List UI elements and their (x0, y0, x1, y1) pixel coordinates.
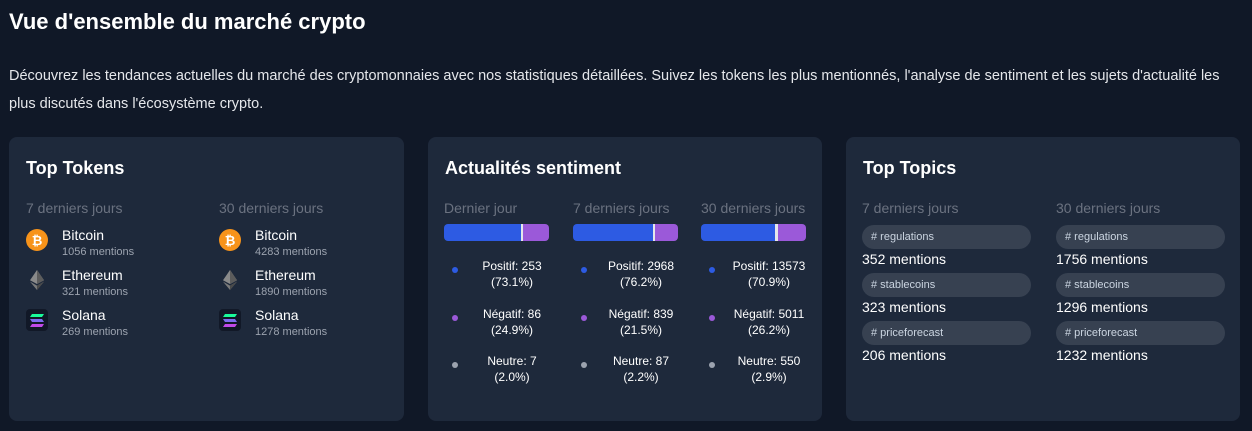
top-tokens-card: Top Tokens 7 derniers jours 30 derniers … (9, 137, 404, 421)
page-title: Vue d'ensemble du marché crypto (9, 9, 366, 34)
bitcoin-icon: ₿ (26, 229, 48, 251)
negative-dot-icon (709, 315, 715, 321)
negative-dot-icon (581, 315, 587, 321)
topic-tag[interactable]: # regulations (1056, 225, 1225, 249)
negative-count: Négatif: 5011 (733, 307, 805, 321)
sentiment-bar-negative (655, 224, 678, 241)
negative-pct: (24.9%) (490, 323, 534, 337)
negative-pct: (26.2%) (747, 323, 791, 337)
neutral-count: Neutre: 87 (612, 354, 670, 368)
sentiment-bar-negative (778, 224, 806, 241)
neutral-pct: (2.0%) (494, 370, 530, 384)
positive-pct: (70.9%) (747, 275, 791, 289)
sentiment-period-header: Dernier jour (444, 200, 518, 216)
topic-mentions: 1756 mentions (1056, 251, 1148, 267)
sentiment-negative: Négatif: 86 (24.9%) (444, 306, 564, 340)
token-name: Ethereum (62, 267, 123, 283)
topic-tag[interactable]: # priceforecast (862, 321, 1031, 345)
topic-tag[interactable]: # stablecoins (862, 273, 1031, 297)
sentiment-bar-positive (573, 224, 653, 241)
token-mentions: 1278 mentions (255, 326, 328, 338)
token-mentions: 321 mentions (62, 286, 129, 298)
token-mentions: 1890 mentions (255, 286, 328, 298)
positive-pct: (73.1%) (490, 275, 534, 289)
positive-pct: (76.2%) (619, 275, 663, 289)
token-item-bitcoin[interactable]: ₿ Bitcoin 4283 mentions (219, 227, 389, 261)
negative-count: Négatif: 839 (608, 307, 674, 321)
sentiment-bar-neutral (653, 224, 656, 241)
token-item-ethereum[interactable]: Ethereum 1890 mentions (219, 267, 389, 301)
sentiment-bar-neutral (520, 224, 523, 241)
top-topics-title: Top Topics (863, 158, 957, 178)
sentiment-bar-negative (522, 224, 549, 241)
sentiment-period-header: 30 derniers jours (701, 200, 806, 216)
sentiment-positive: Positif: 253 (73.1%) (444, 258, 564, 292)
topics-period-header: 7 derniers jours (862, 200, 959, 216)
sentiment-neutral: Neutre: 87 (2.2%) (573, 353, 693, 387)
token-name: Solana (255, 307, 299, 323)
sentiment-positive: Positif: 2968 (76.2%) (573, 258, 693, 292)
positive-dot-icon (709, 267, 715, 273)
negative-dot-icon (452, 315, 458, 321)
bitcoin-icon: ₿ (219, 229, 241, 251)
sentiment-bar (573, 224, 678, 241)
neutral-dot-icon (709, 362, 715, 368)
tokens-period-header: 30 derniers jours (219, 200, 324, 216)
sentiment-title: Actualités sentiment (445, 158, 622, 178)
positive-dot-icon (452, 267, 458, 273)
sentiment-period-header: 7 derniers jours (573, 200, 670, 216)
topic-mentions: 352 mentions (862, 251, 947, 267)
sentiment-bar-positive (701, 224, 776, 241)
token-name: Solana (62, 307, 106, 323)
tokens-period-header: 7 derniers jours (26, 200, 123, 216)
topic-mentions: 206 mentions (862, 347, 947, 363)
token-mentions: 269 mentions (62, 326, 129, 338)
topics-period-header: 30 derniers jours (1056, 200, 1161, 216)
page-intro: Découvrez les tendances actuelles du mar… (9, 68, 1220, 112)
sentiment-bar (701, 224, 806, 241)
positive-dot-icon (581, 267, 587, 273)
token-mentions: 1056 mentions (62, 246, 135, 258)
solana-icon (219, 309, 241, 331)
topic-tag[interactable]: # regulations (862, 225, 1031, 249)
top-topics-card: Top Topics 7 derniers jours 30 derniers … (846, 137, 1240, 421)
ethereum-icon (223, 270, 237, 290)
sentiment-negative: Négatif: 839 (21.5%) (573, 306, 693, 340)
positive-count: Positif: 253 (482, 259, 542, 273)
positive-count: Positif: 13573 (732, 259, 806, 273)
positive-count: Positif: 2968 (607, 259, 675, 273)
topic-tag[interactable]: # stablecoins (1056, 273, 1225, 297)
neutral-dot-icon (581, 362, 587, 368)
sentiment-neutral: Neutre: 7 (2.0%) (444, 353, 564, 387)
sentiment-bar (444, 224, 549, 241)
token-mentions: 4283 mentions (255, 246, 328, 258)
token-item-bitcoin[interactable]: ₿ Bitcoin 1056 mentions (26, 227, 196, 261)
sentiment-neutral: Neutre: 550 (2.9%) (701, 353, 821, 387)
neutral-count: Neutre: 7 (487, 354, 537, 368)
sentiment-negative: Négatif: 5011 (26.2%) (701, 306, 821, 340)
neutral-count: Neutre: 550 (737, 354, 801, 368)
neutral-dot-icon (452, 362, 458, 368)
neutral-pct: (2.9%) (751, 370, 787, 384)
topic-mentions: 323 mentions (862, 299, 947, 315)
token-item-ethereum[interactable]: Ethereum 321 mentions (26, 267, 196, 301)
neutral-pct: (2.2%) (623, 370, 659, 384)
token-name: Bitcoin (255, 227, 298, 243)
sentiment-positive: Positif: 13573 (70.9%) (701, 258, 821, 292)
sentiment-bar-positive (444, 224, 521, 241)
sentiment-card: Actualités sentiment Dernier jour 7 dern… (428, 137, 822, 421)
negative-pct: (21.5%) (619, 323, 663, 337)
token-item-solana[interactable]: Solana 1278 mentions (219, 307, 389, 341)
topic-mentions: 1296 mentions (1056, 299, 1148, 315)
token-item-solana[interactable]: Solana 269 mentions (26, 307, 196, 341)
sentiment-bar-neutral (775, 224, 779, 241)
ethereum-icon (30, 270, 44, 290)
solana-icon (26, 309, 48, 331)
topic-tag[interactable]: # priceforecast (1056, 321, 1225, 345)
topic-mentions: 1232 mentions (1056, 347, 1148, 363)
token-name: Bitcoin (62, 227, 105, 243)
negative-count: Négatif: 86 (482, 307, 542, 321)
token-name: Ethereum (255, 267, 316, 283)
top-tokens-title: Top Tokens (26, 158, 125, 178)
